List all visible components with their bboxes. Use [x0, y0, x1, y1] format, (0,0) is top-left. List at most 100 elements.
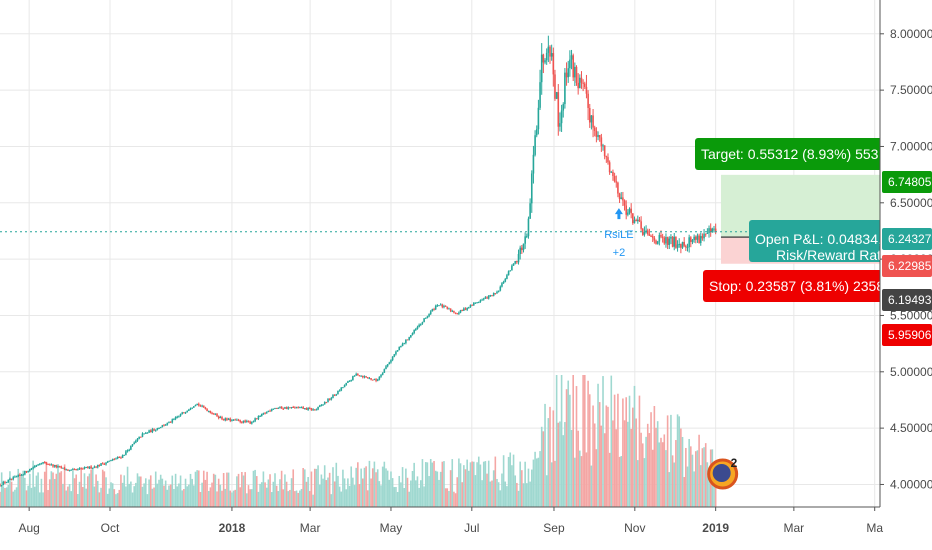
- event-badge[interactable]: 2: [707, 456, 739, 490]
- position-labels[interactable]: Target: 0.55312 (8.93%) 5531.2, Open P&L:…: [695, 138, 908, 302]
- candle-body: [12, 477, 15, 480]
- volume-bar: [625, 397, 628, 507]
- volume-bar: [403, 488, 406, 507]
- candle-body: [335, 394, 338, 396]
- candle-body: [391, 356, 394, 361]
- volume-bar: [168, 485, 170, 507]
- candle-body: [386, 364, 389, 367]
- candle-body: [481, 299, 483, 301]
- target-label: Target: 0.55312 (8.93%) 5531.2,: [701, 146, 902, 162]
- volume-bar: [267, 479, 270, 507]
- volume-bar: [87, 476, 89, 507]
- volume-bar: [327, 477, 329, 507]
- candle-body: [304, 408, 306, 410]
- candle-body: [257, 416, 260, 419]
- time-tick-label: Jul: [464, 521, 479, 535]
- volume-bar: [257, 491, 260, 507]
- candle-body: [38, 463, 41, 465]
- volume-bar: [335, 462, 338, 507]
- candle-body: [694, 236, 697, 240]
- candle-body: [383, 369, 386, 373]
- candle-body: [242, 420, 245, 423]
- candle-body: [655, 240, 657, 244]
- volume-bar: [608, 452, 611, 507]
- candle-body: [461, 310, 463, 312]
- volume-bar: [14, 489, 16, 507]
- candle-body: [146, 432, 149, 434]
- candle-body: [207, 411, 210, 413]
- candle-body: [542, 54, 545, 63]
- candle-body: [444, 305, 447, 307]
- candle-body: [91, 467, 94, 469]
- rsi-signal-marker[interactable]: RsiLE +2: [604, 208, 634, 259]
- candle-body: [166, 422, 169, 425]
- volume-bar: [345, 489, 348, 507]
- candle-body: [466, 307, 468, 310]
- volume-bar: [80, 467, 82, 507]
- candle-body: [9, 478, 11, 480]
- candle-body: [564, 72, 566, 105]
- candle-body: [433, 309, 435, 311]
- volume-bar: [269, 474, 271, 507]
- candle-body: [42, 462, 44, 464]
- volume-bar: [19, 472, 21, 507]
- volume-bar: [98, 492, 101, 507]
- volume-bar: [234, 489, 237, 507]
- time-tick-label: Mar: [300, 521, 321, 535]
- risk-reward-label: Risk/Reward Ratio:: [776, 247, 896, 263]
- volume-bar: [5, 487, 8, 507]
- volume-bar: [227, 472, 230, 507]
- volume-bar: [50, 471, 53, 507]
- candle-body: [613, 176, 616, 182]
- candle-body: [342, 387, 344, 389]
- candle-body: [357, 373, 359, 376]
- candle-body: [708, 228, 710, 234]
- candle-body: [272, 408, 275, 410]
- candle-body: [429, 311, 432, 315]
- volume-bar: [559, 421, 561, 507]
- volume-bar: [468, 470, 470, 507]
- candle-body: [330, 397, 333, 400]
- volume-bar: [274, 473, 276, 507]
- time-tick-label: May: [380, 521, 403, 535]
- candle-body: [469, 304, 472, 307]
- candle-body: [685, 245, 687, 248]
- candle-body: [135, 440, 137, 443]
- candle-body: [366, 377, 369, 379]
- candle-body: [540, 54, 543, 83]
- candle-body: [17, 474, 20, 477]
- candle-body: [40, 463, 43, 465]
- candle-body: [328, 398, 331, 400]
- candle-body: [617, 182, 619, 194]
- candle-body: [416, 326, 419, 330]
- candle-body: [110, 459, 112, 461]
- candle-body: [671, 236, 674, 247]
- candle-body: [352, 376, 354, 381]
- volume-bar: [617, 393, 619, 507]
- volume-bar: [55, 473, 58, 507]
- candle-body: [290, 406, 293, 408]
- candle-body: [714, 228, 717, 232]
- volume-bar: [52, 472, 54, 507]
- volume-bar: [547, 418, 550, 507]
- candle-body: [322, 404, 324, 406]
- candle-body: [706, 233, 709, 235]
- volume-bar: [575, 386, 578, 507]
- candle-body: [529, 203, 531, 219]
- volume-bar: [675, 440, 677, 507]
- candle-body: [358, 375, 361, 377]
- candle-body: [85, 467, 87, 469]
- volume-bar: [471, 461, 473, 507]
- volume-bar: [206, 471, 208, 507]
- volume-bar: [179, 475, 182, 507]
- candle-body: [484, 297, 487, 299]
- candle-body: [487, 295, 490, 299]
- candle-body: [47, 464, 49, 466]
- candle-body: [317, 406, 319, 410]
- volume-bar: [577, 430, 579, 507]
- volume-bar: [588, 394, 591, 507]
- candle-body: [448, 308, 450, 310]
- volume-bar: [290, 478, 293, 507]
- candle-body: [413, 330, 415, 334]
